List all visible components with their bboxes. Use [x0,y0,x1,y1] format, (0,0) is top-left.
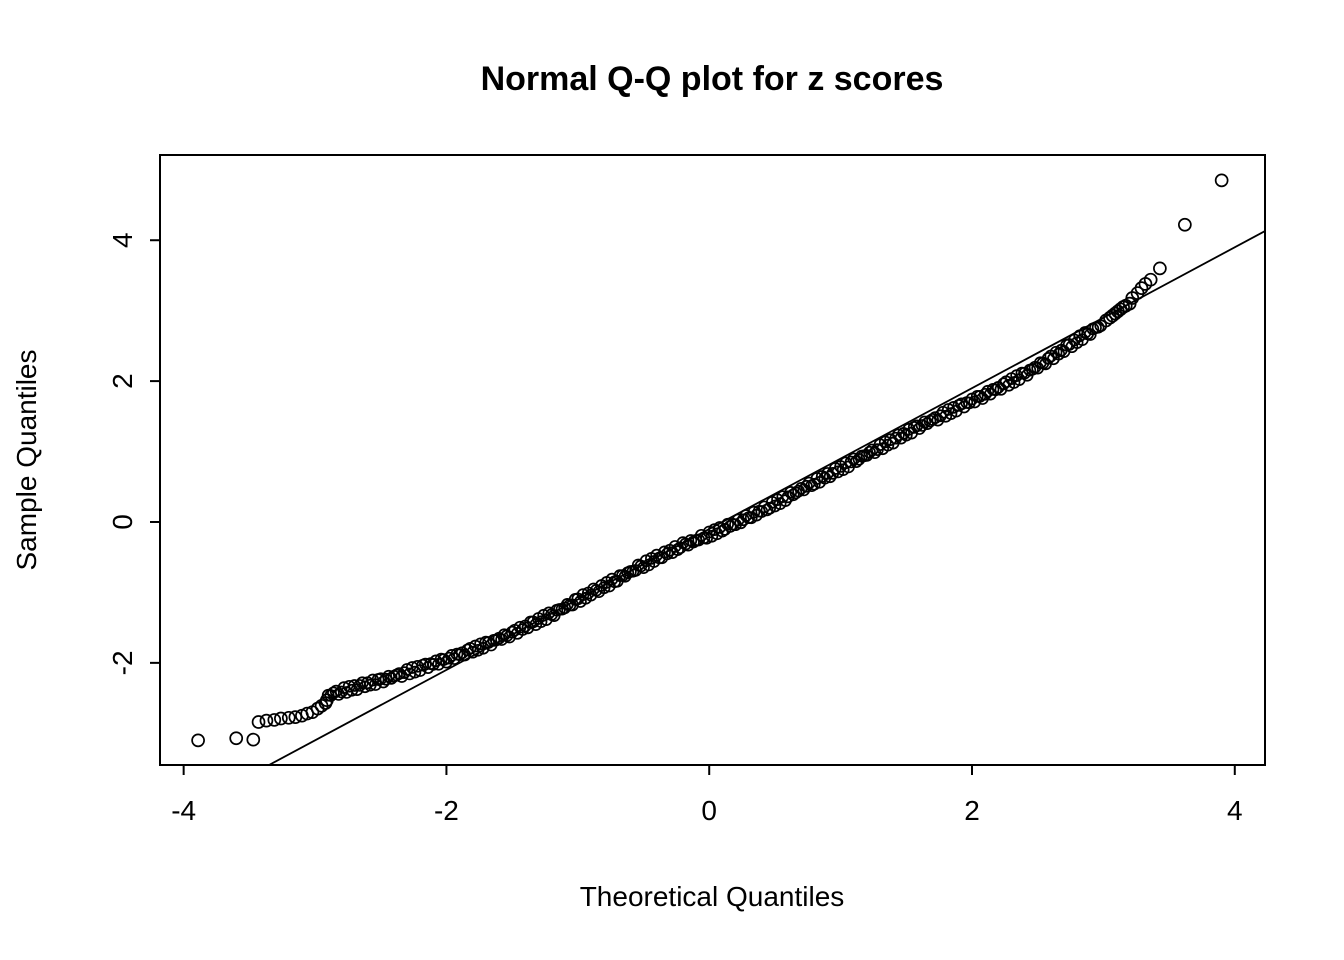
y-tick-label: 2 [107,373,138,389]
data-point [1041,352,1055,365]
data-point [844,455,858,469]
data-point [1153,261,1167,276]
data-point [251,715,266,729]
y-tick-label: 4 [107,232,138,248]
data-point [320,693,334,708]
data-point [807,477,821,491]
data-point [892,428,905,442]
y-axis-label: Sample Quantiles [11,349,42,570]
data-point [1134,281,1149,295]
data-point [918,415,932,429]
data-point [863,445,876,459]
data-point [516,623,529,636]
data-point [955,397,968,411]
plot-border [159,154,1266,766]
qq-reference-line [268,230,1266,766]
y-tick-label: -2 [107,650,138,675]
x-axis-label: Theoretical Quantiles [580,881,845,912]
data-point [1178,217,1192,232]
data-point [800,479,813,493]
data-point [408,665,422,679]
data-point [246,732,261,747]
data-point [784,486,798,499]
data-point [1214,173,1229,188]
scatter-points [191,173,1229,748]
data-point [658,545,671,559]
chart-title: Normal Q-Q plot for z scores [481,60,944,98]
reference-line [268,230,1266,766]
data-point [926,413,939,426]
data-point [1026,362,1039,376]
x-tick-label: 0 [701,795,717,826]
x-tick-label: -2 [434,795,459,826]
data-point [281,710,296,725]
data-point [229,731,244,746]
x-tick-label: -4 [171,795,196,826]
y-axis-ticks: -2 0 2 4 [107,232,160,675]
x-tick-label: 4 [1227,795,1243,826]
data-point [379,672,393,686]
data-point [267,713,282,727]
x-axis-ticks: -4 -2 0 2 4 [171,765,1243,826]
data-point [747,505,761,519]
data-point [274,711,288,726]
data-point [259,713,274,728]
data-point [1143,272,1158,287]
x-tick-label: 2 [964,795,980,826]
data-point [191,733,205,748]
data-point [989,383,1002,397]
y-tick-label: 0 [107,514,138,530]
